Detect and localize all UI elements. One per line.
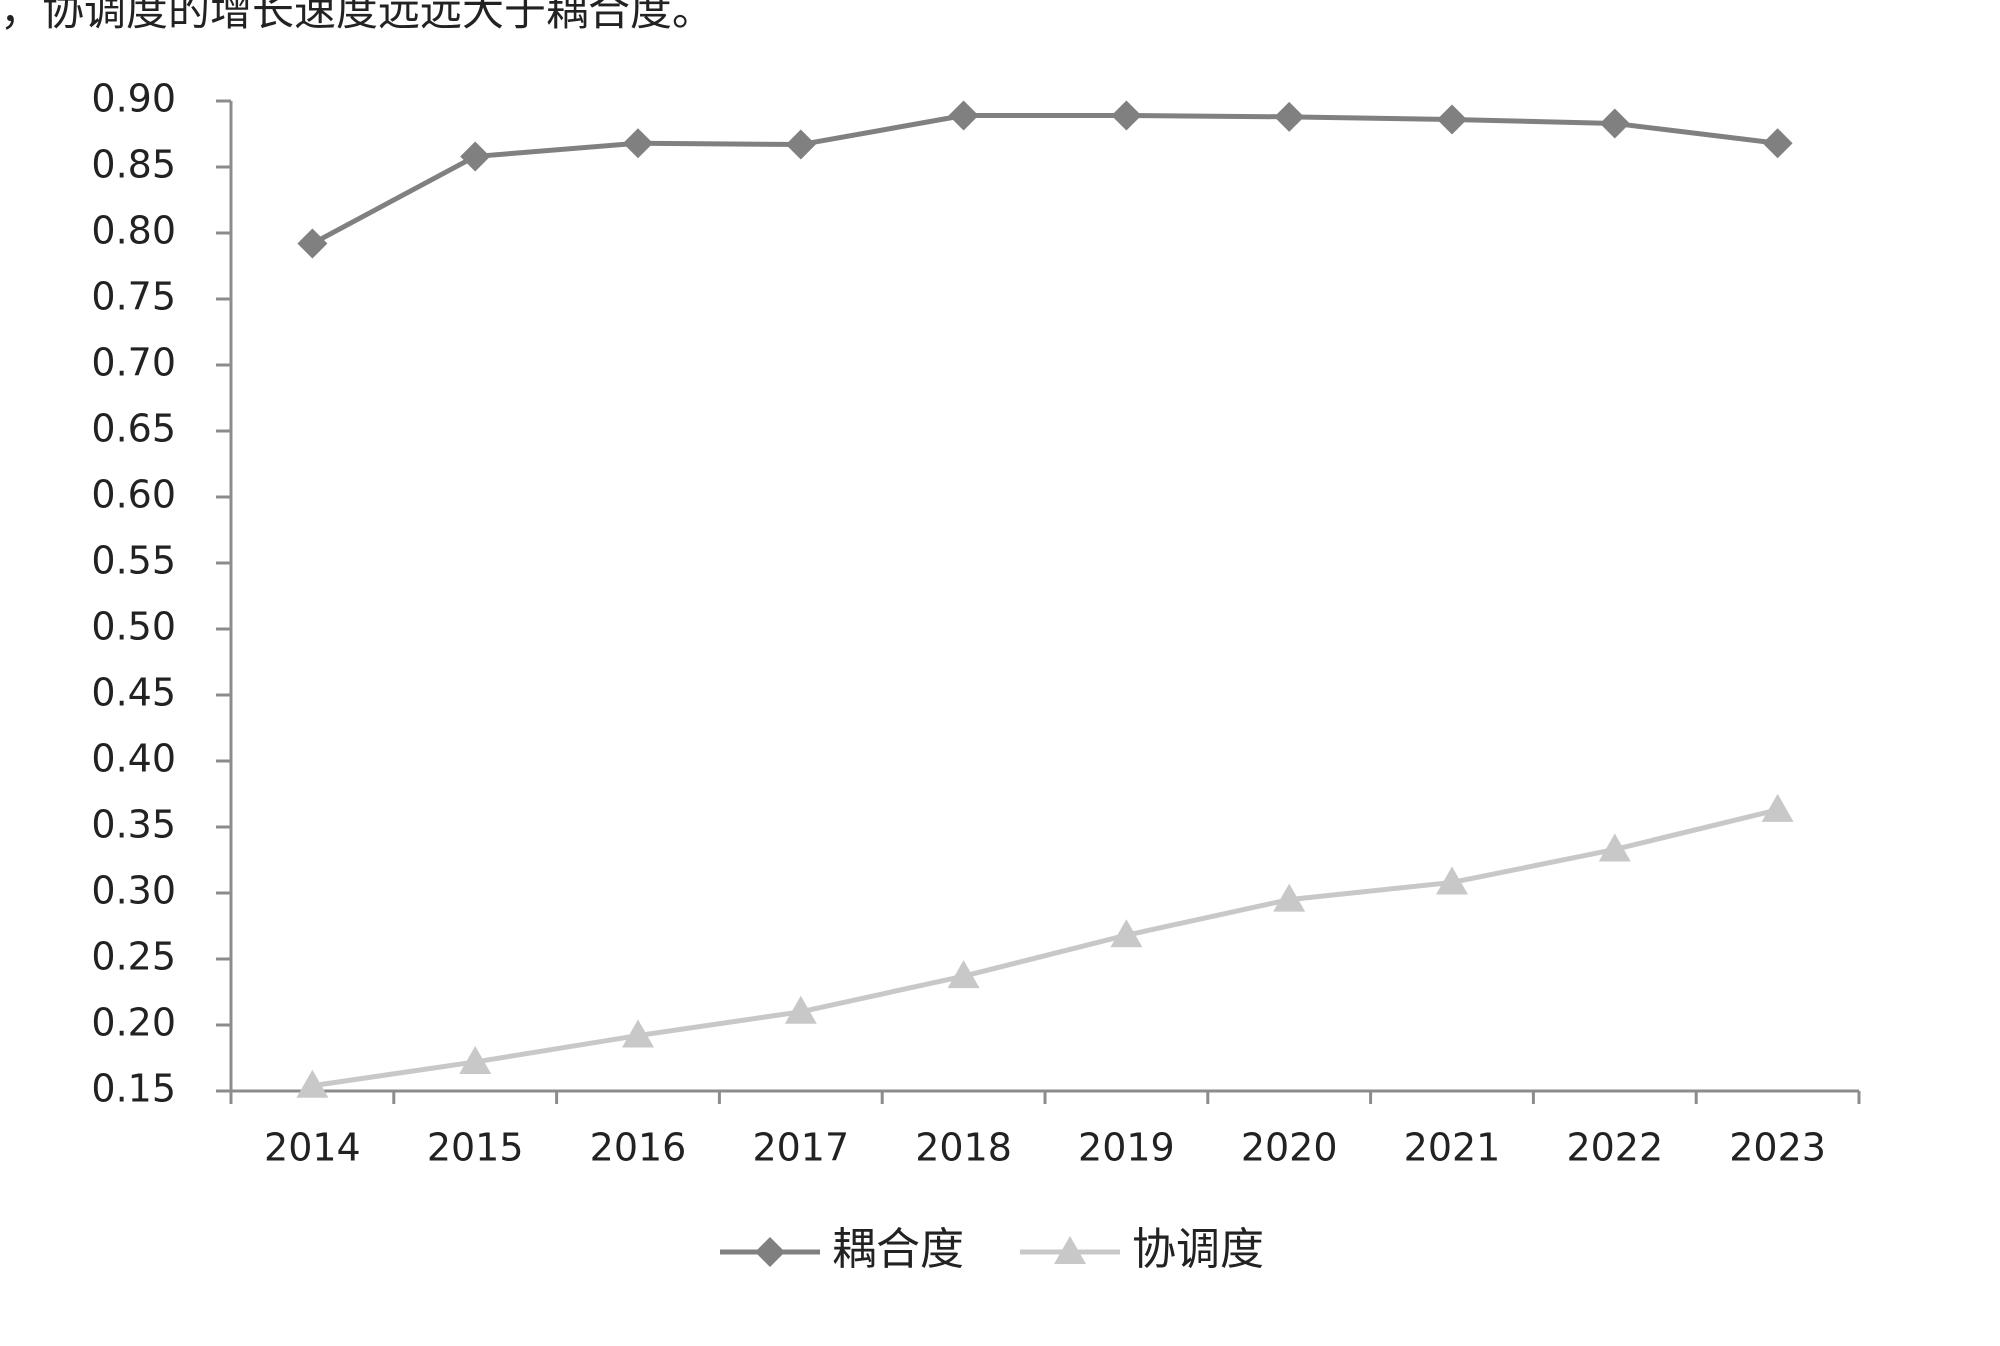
y-tick-label: 0.30 (91, 869, 176, 913)
y-tick-label: 0.50 (91, 605, 176, 649)
data-point (784, 995, 817, 1024)
x-tick-label: 2023 (1729, 1126, 1826, 1170)
x-tick-label: 2015 (427, 1126, 524, 1170)
data-point (1110, 919, 1143, 948)
y-tick-label: 0.15 (91, 1067, 176, 1111)
x-tick-label: 2018 (915, 1126, 1012, 1170)
data-point (1762, 128, 1793, 159)
legend-marker (755, 1237, 785, 1267)
y-tick-label: 0.80 (91, 209, 176, 253)
y-tick-label: 0.65 (91, 407, 176, 451)
x-tick-label: 2020 (1241, 1126, 1338, 1170)
data-point (948, 100, 979, 131)
x-tick-label: 2022 (1566, 1126, 1663, 1170)
legend-marker (1054, 1236, 1086, 1264)
data-point (1761, 793, 1794, 822)
data-point (1598, 833, 1631, 862)
data-point (1437, 104, 1467, 135)
series-line (312, 807, 1779, 1089)
legend-label: 耦合度 (832, 1224, 964, 1275)
y-tick-label: 0.60 (91, 473, 176, 517)
x-tick-label: 2019 (1078, 1126, 1175, 1170)
annotation: ，协调度的增长速度远远大于耦合度。 (0, 0, 714, 35)
data-point (785, 129, 816, 160)
data-point (297, 228, 328, 259)
data-point (460, 141, 491, 172)
x-tick-label: 2014 (264, 1126, 361, 1170)
x-tick-label: 2021 (1404, 1126, 1501, 1170)
y-tick-label: 0.25 (91, 935, 176, 979)
data-point (1274, 101, 1305, 132)
data-point (1111, 100, 1142, 131)
y-tick-label: 0.85 (91, 143, 176, 187)
y-tick-label: 0.55 (91, 539, 176, 583)
data-point (1436, 866, 1468, 895)
series-line (311, 113, 1778, 246)
data-point (623, 128, 653, 159)
y-tick-label: 0.40 (91, 737, 176, 781)
data-point (1273, 883, 1306, 912)
y-tick-label: 0.35 (91, 803, 176, 847)
x-tick-label: 2016 (590, 1126, 687, 1170)
data-point (622, 1019, 654, 1048)
x-tick-label: 2017 (752, 1126, 849, 1170)
y-tick-label: 0.90 (91, 77, 176, 121)
data-point (947, 960, 980, 989)
legend-label: 协调度 (1132, 1224, 1264, 1275)
y-tick-label: 0.70 (91, 341, 176, 385)
y-tick-label: 0.45 (91, 671, 176, 715)
y-tick-label: 0.75 (91, 275, 176, 319)
y-tick-label: 0.20 (91, 1001, 176, 1045)
data-point (459, 1045, 492, 1074)
data-point (1599, 108, 1630, 139)
data-point (296, 1069, 329, 1098)
